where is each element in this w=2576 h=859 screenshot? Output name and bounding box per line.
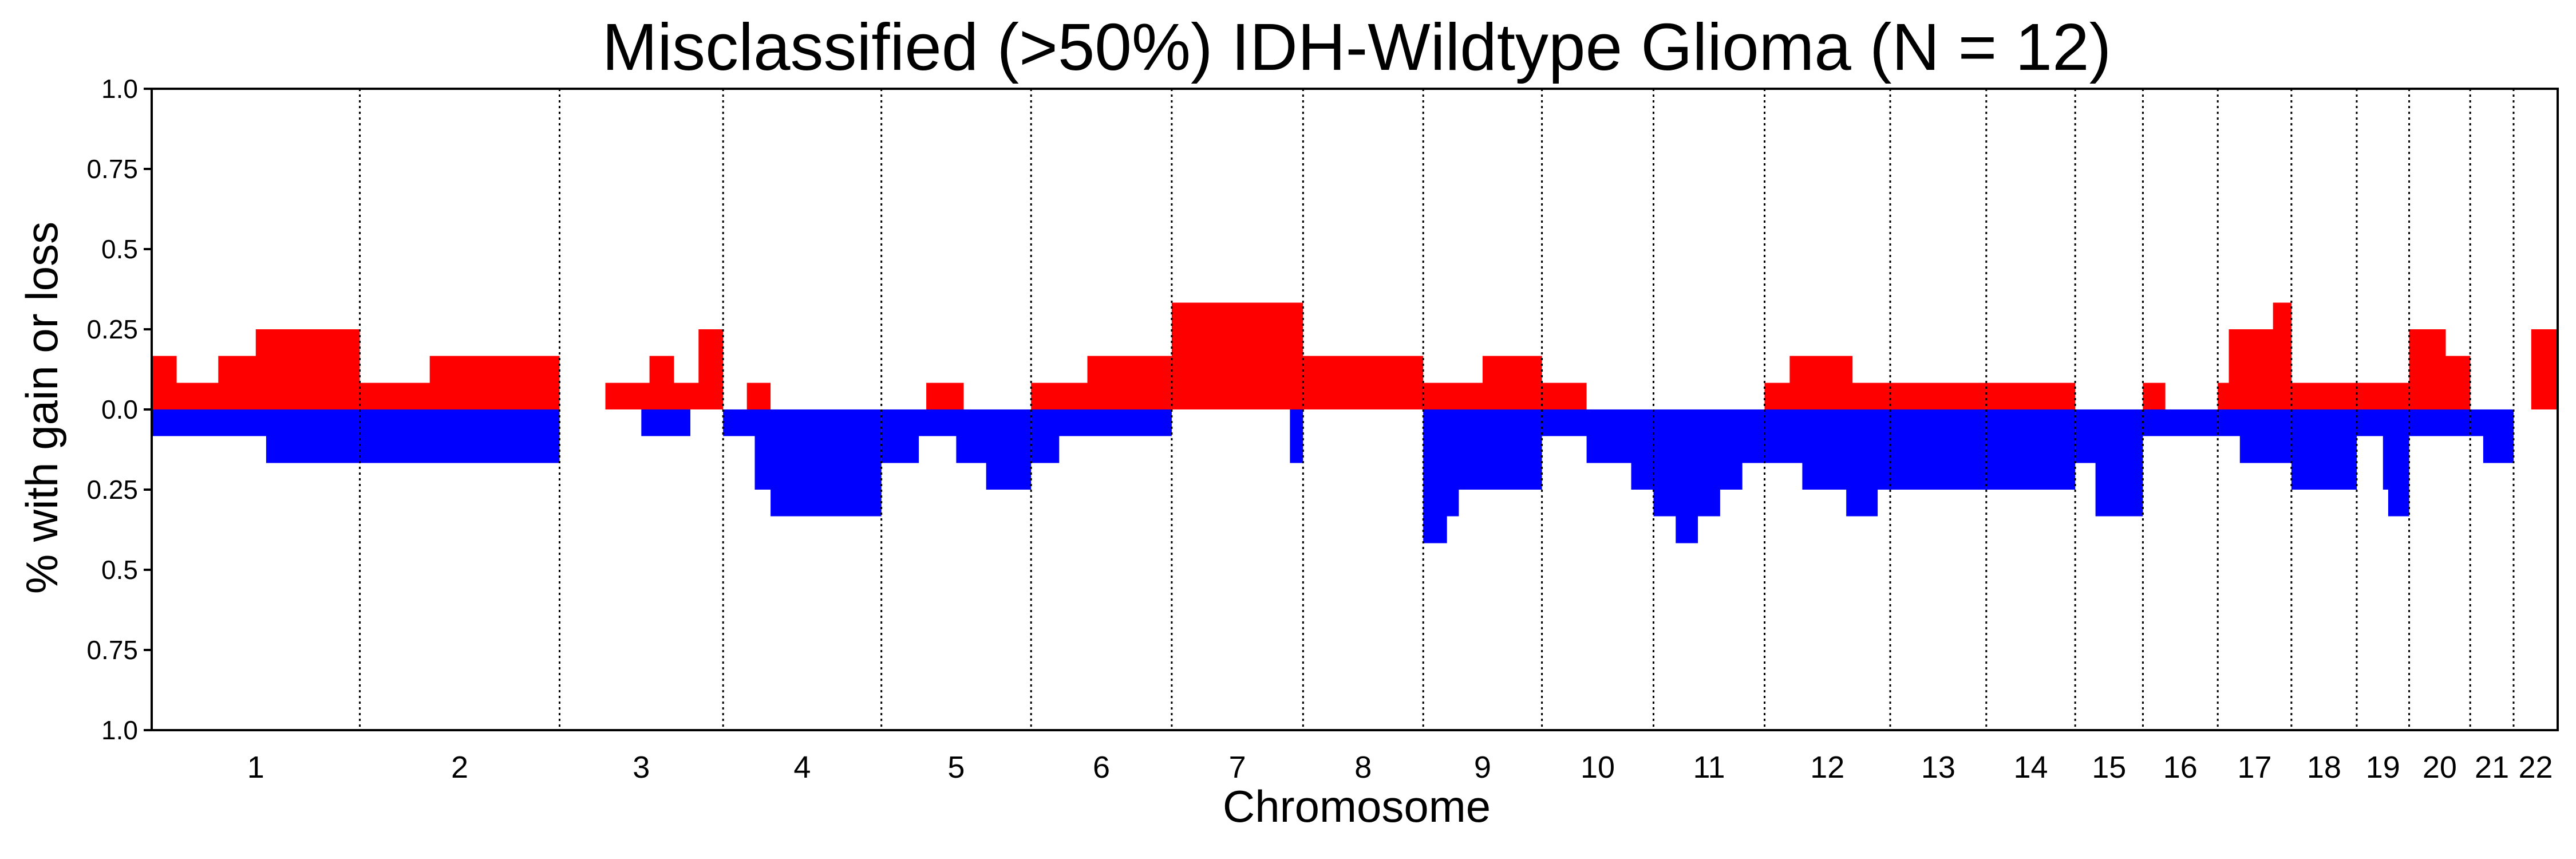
- loss-area-chr21: [2470, 409, 2514, 463]
- y-tick-label: 1.0: [101, 715, 138, 745]
- loss-area-chr2: [359, 409, 560, 463]
- x-tick-label: 10: [1581, 750, 1615, 785]
- loss-area-chr11: [1653, 409, 1765, 543]
- loss-area-chr5: [881, 409, 1032, 490]
- loss-area-chr6: [1031, 409, 1172, 463]
- x-axis-label: Chromosome: [1223, 781, 1491, 832]
- x-tick-label: 20: [2423, 750, 2457, 785]
- loss-area-chr19: [2357, 409, 2409, 517]
- loss-area-chr14: [1986, 409, 2076, 490]
- x-axis: 1 2 3 4 5 6 7 8 9 10 11 12 13 14 15 16 17 18 19 20 21 22: [247, 750, 2553, 785]
- loss-area-chr7: [1171, 409, 1303, 463]
- x-tick-label: 7: [1229, 750, 1246, 785]
- y-tick-label: 1.0: [101, 74, 138, 104]
- gain-area-chr1: [152, 329, 360, 409]
- loss-area-chr16: [2143, 409, 2218, 436]
- loss-area-chr13: [1890, 409, 1986, 490]
- y-tick-label: 0.5: [101, 555, 138, 585]
- x-tick-label: 22: [2518, 750, 2553, 785]
- x-tick-label: 13: [1921, 750, 1955, 785]
- gain-area-chr5: [881, 383, 1032, 409]
- loss-area-chr12: [1764, 409, 1890, 517]
- loss-area-chr1: [152, 409, 360, 463]
- gain-area-chr4: [723, 383, 882, 409]
- gain-area-chr20: [2409, 329, 2471, 409]
- loss-area-chr9: [1423, 409, 1542, 543]
- x-tick-label: 12: [1810, 750, 1844, 785]
- gain-area-chr6: [1031, 356, 1172, 409]
- gain-area-chr12: [1764, 356, 1890, 409]
- x-tick-label: 11: [1693, 750, 1725, 785]
- x-tick-label: 8: [1354, 750, 1372, 785]
- gain-area-chr18: [2291, 383, 2357, 409]
- y-axis-label: % with gain or loss: [17, 222, 67, 594]
- plot-frame: [151, 88, 2559, 731]
- loss-area-chr17: [2218, 409, 2291, 463]
- y-tick-label: 0.25: [86, 475, 138, 505]
- y-axis: 1.0 0.75 0.5 0.25 0.0 0.25 0.5 0.75 1.0: [86, 74, 152, 745]
- gain-area-chr13: [1890, 383, 1986, 409]
- x-tick-label: 4: [793, 750, 811, 785]
- gain-area-chr16: [2143, 383, 2218, 409]
- gain-area-chr10: [1542, 383, 1654, 409]
- chromosome-separators: [359, 89, 2515, 730]
- x-tick-label: 16: [2163, 750, 2198, 785]
- y-tick-label: 0.25: [86, 314, 138, 344]
- gain-area-chr22: [2514, 329, 2558, 409]
- gain-area-chr3: [559, 329, 724, 409]
- plot-areas: [152, 302, 2558, 543]
- loss-area-chr20: [2409, 409, 2471, 436]
- x-tick-label: 5: [947, 750, 965, 785]
- gain-area-chr17: [2218, 302, 2291, 409]
- x-tick-label: 3: [633, 750, 650, 785]
- y-tick-label: 0.75: [86, 154, 138, 184]
- x-tick-label: 6: [1093, 750, 1110, 785]
- loss-area-chr15: [2075, 409, 2143, 517]
- gain-area-chr8: [1303, 356, 1424, 409]
- x-tick-label: 21: [2475, 750, 2509, 785]
- chart-title: Misclassified (>50%) IDH-Wildtype Glioma…: [602, 10, 2111, 84]
- x-tick-label: 14: [2013, 750, 2048, 785]
- x-tick-label: 18: [2307, 750, 2341, 785]
- x-tick-label: 9: [1474, 750, 1491, 785]
- gain-area-chr2: [359, 356, 560, 409]
- gain-area-chr9: [1423, 356, 1542, 409]
- loss-area-chr18: [2291, 409, 2357, 490]
- loss-area-chr10: [1542, 409, 1654, 490]
- gain-area-chr14: [1986, 383, 2076, 409]
- x-tick-label: 1: [247, 750, 264, 785]
- x-tick-label: 2: [451, 750, 468, 785]
- y-tick-label: 0.0: [101, 395, 138, 424]
- gain-area-chr19: [2357, 383, 2409, 409]
- x-tick-label: 15: [2092, 750, 2126, 785]
- gain-area-chr7: [1171, 302, 1303, 409]
- loss-area-chr3: [559, 409, 724, 436]
- y-tick-label: 0.5: [101, 234, 138, 264]
- loss-area-chr4: [723, 409, 882, 517]
- y-tick-label: 0.75: [86, 635, 138, 665]
- x-tick-label: 17: [2237, 750, 2271, 785]
- x-tick-label: 19: [2366, 750, 2400, 785]
